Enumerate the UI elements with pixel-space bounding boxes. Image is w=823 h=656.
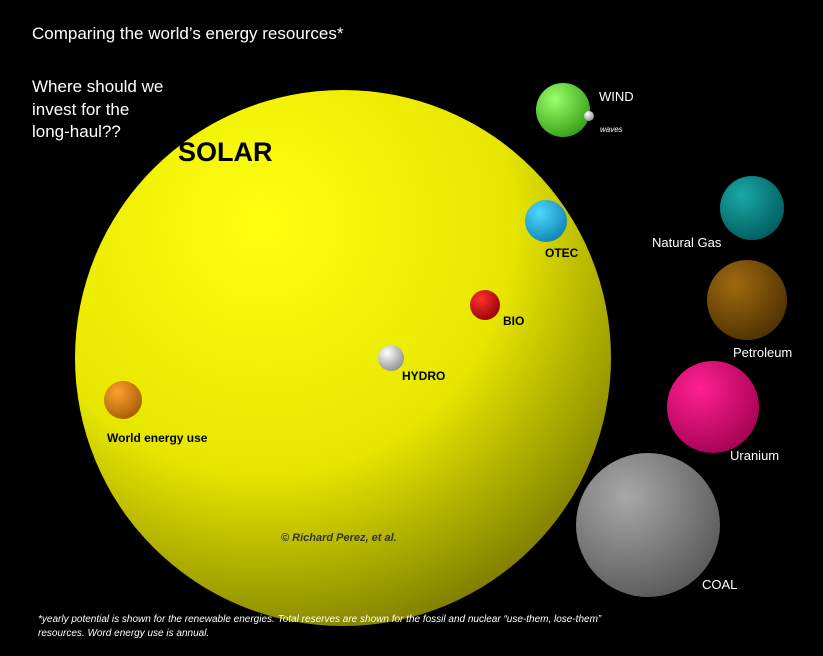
question-line: invest for the	[32, 100, 129, 119]
solar-label: SOLAR	[178, 137, 273, 167]
gas-label: Natural Gas	[652, 235, 722, 250]
question-line: Where should we	[32, 77, 163, 96]
wind-sphere	[536, 83, 590, 137]
wind-label: WIND	[599, 89, 634, 104]
coal-label: COAL	[702, 577, 737, 592]
world-use-sphere	[104, 381, 142, 419]
footnote-line: resources. Word energy use is annual.	[38, 628, 209, 639]
waves-sphere	[584, 111, 594, 121]
otec-sphere	[525, 200, 567, 242]
footnote-line: *yearly potential is shown for the renew…	[38, 614, 602, 625]
hydro-label: HYDRO	[402, 369, 445, 383]
petroleum-sphere	[707, 260, 787, 340]
waves-label: waves	[600, 125, 623, 134]
solar-sphere	[75, 90, 611, 626]
uranium-sphere	[667, 361, 759, 453]
credit: © Richard Perez, et al.	[281, 532, 397, 544]
otec-label: OTEC	[545, 246, 579, 260]
coal-sphere	[576, 453, 720, 597]
hydro-sphere	[378, 345, 404, 371]
title: Comparing the world’s energy resources*	[32, 24, 344, 43]
question-line: long-haul??	[32, 122, 121, 141]
uranium-label: Uranium	[730, 448, 779, 463]
world-use-label: World energy use	[107, 431, 208, 445]
bio-sphere	[470, 290, 500, 320]
gas-sphere	[720, 176, 784, 240]
bio-label: BIO	[503, 314, 524, 328]
petroleum-label: Petroleum	[733, 345, 792, 360]
